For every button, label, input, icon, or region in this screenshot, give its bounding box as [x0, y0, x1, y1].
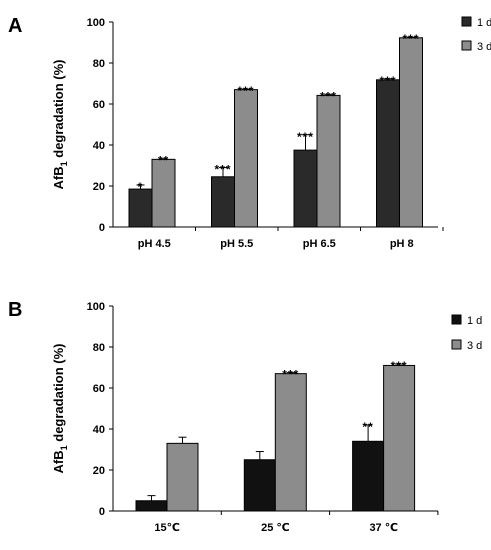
x-category-label: 15℃: [154, 522, 180, 534]
significance-mark: ***: [214, 163, 231, 177]
y-axis-title: AfB1 degradation (%): [51, 60, 69, 190]
significance-mark: **: [158, 154, 169, 168]
legend-label: 1 d: [477, 17, 491, 29]
bar: [234, 89, 258, 228]
bar: [383, 364, 416, 512]
y-axis-title: AfB1 degradation (%): [51, 344, 69, 474]
panel-label: B: [8, 299, 22, 321]
y-tick-label: 80: [93, 58, 105, 70]
x-category-label: pH 4.5: [138, 238, 171, 250]
bar: [135, 500, 168, 512]
x-category-label: 37 ℃: [369, 522, 398, 534]
bar: [376, 79, 400, 228]
significance-mark: **: [362, 420, 373, 434]
y-tick-label: 80: [93, 342, 105, 354]
y-tick-label: 40: [93, 140, 105, 152]
y-tick-label: 60: [93, 99, 105, 111]
y-tick-label: 100: [87, 17, 105, 29]
legend-label: 1 d: [467, 315, 482, 327]
significance-mark: ***: [379, 74, 396, 88]
bar: [399, 37, 423, 228]
x-category-label: pH 5.5: [220, 238, 253, 250]
y-tick-label: 40: [93, 424, 105, 436]
legend-label: 3 d: [467, 340, 482, 352]
legend-swatch: [451, 314, 462, 325]
significance-mark: ***: [391, 359, 408, 373]
y-tick-label: 100: [87, 301, 105, 313]
panel-label: A: [8, 15, 22, 37]
significance-mark: *: [138, 180, 144, 194]
bar: [274, 373, 307, 512]
bar: [166, 442, 199, 512]
legend-swatch: [461, 16, 472, 27]
y-tick-label: 20: [93, 465, 105, 477]
bar: [151, 158, 176, 228]
bar: [128, 188, 153, 228]
significance-mark: ***: [282, 368, 299, 382]
bar: [293, 149, 318, 228]
significance-mark: ***: [237, 84, 254, 98]
x-category-label: pH 8: [390, 238, 414, 250]
bar: [316, 94, 341, 228]
x-category-label: 25 ℃: [261, 522, 290, 534]
x-category-label: pH 6.5: [303, 238, 336, 250]
bar: [211, 176, 235, 228]
y-tick-label: 0: [99, 222, 105, 234]
significance-mark: ***: [297, 130, 314, 144]
bar: [352, 440, 385, 512]
legend-swatch: [451, 339, 462, 350]
bar: [243, 459, 276, 512]
chart-panel-B: B 0 20 40 60 80 100 15℃ 25 ℃ 37 ℃ AfB1 degradation…: [8, 299, 482, 534]
chart-panel-A: A 0 20 40 60 80 100 pH 4.5 pH 5.5 pH 6.5 pH 8 AfB1 …: [8, 15, 491, 250]
y-tick-label: 0: [99, 506, 105, 518]
legend-label: 3 d: [477, 41, 491, 53]
significance-mark: ***: [320, 89, 337, 103]
significance-mark: ***: [402, 32, 419, 46]
y-tick-label: 60: [93, 383, 105, 395]
y-tick-label: 20: [93, 181, 105, 193]
legend-swatch: [461, 40, 472, 51]
